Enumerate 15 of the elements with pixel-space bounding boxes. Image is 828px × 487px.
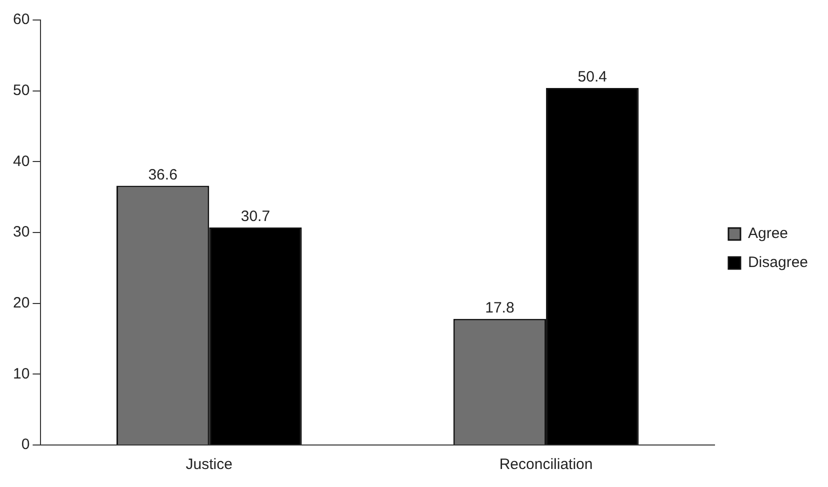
data-label: 30.7	[240, 208, 270, 226]
legend-label: Agree	[748, 225, 788, 242]
data-label: 36.6	[148, 166, 178, 184]
y-tick-label: 50	[12, 82, 30, 99]
y-tick-label: 10	[12, 365, 30, 382]
x-tick-label: Justice	[186, 456, 232, 474]
y-tick-label: 30	[12, 224, 30, 241]
data-label: 17.8	[485, 300, 514, 317]
y-tick-label: 0	[21, 436, 30, 454]
data-label: 50.4	[578, 68, 607, 86]
x-tick-label: Reconciliation	[499, 456, 593, 474]
y-tick-label: 20	[12, 294, 30, 312]
y-tick-label: 40	[12, 152, 30, 170]
y-tick-label: 60	[12, 11, 30, 28]
legend-label: Disagree	[748, 254, 808, 272]
